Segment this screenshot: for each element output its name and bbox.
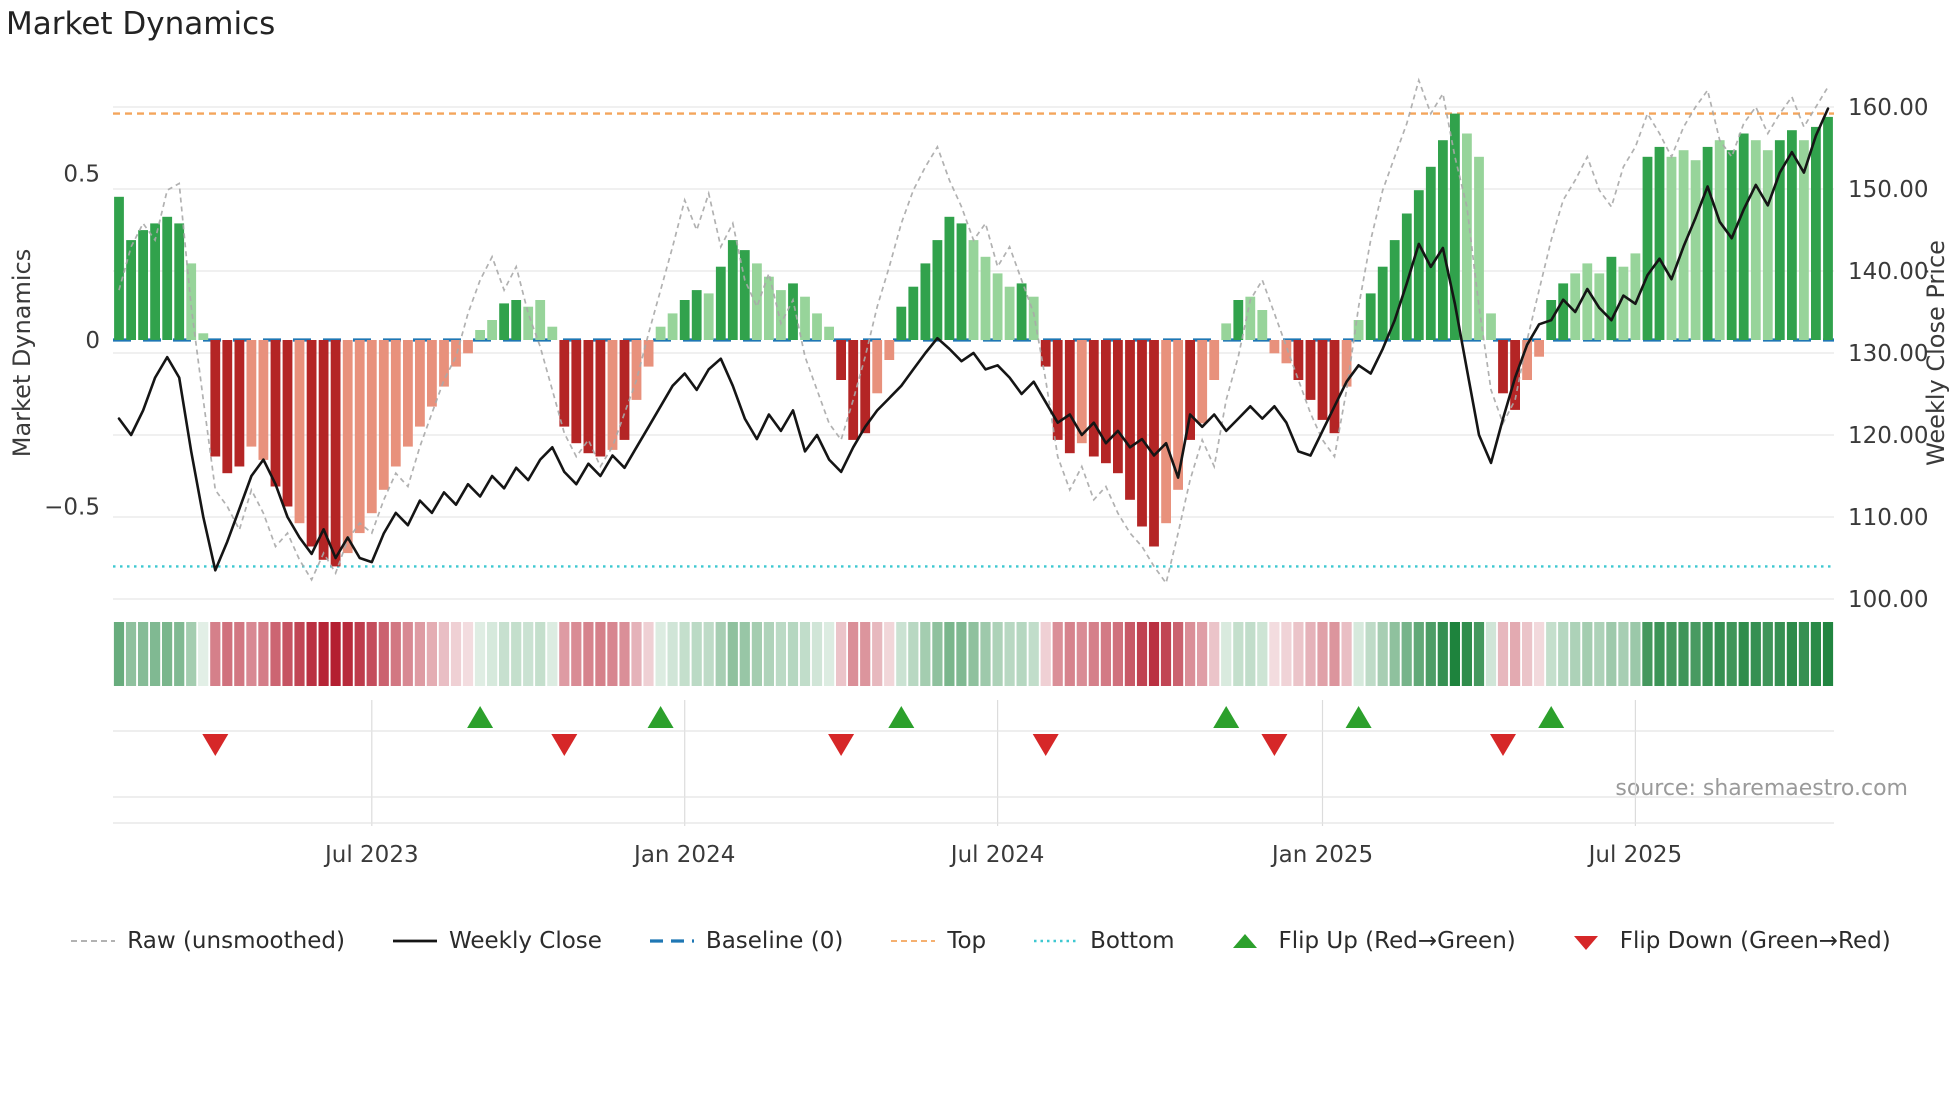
market-dynamics-chart: Market Dynamics Weekly Close Price sourc… xyxy=(8,77,1950,868)
legend-swatch-weekly-close xyxy=(392,939,437,943)
triangle-down-icon xyxy=(1573,936,1598,950)
legend-swatch-baseline xyxy=(649,939,694,943)
flip-up-icon xyxy=(888,706,915,728)
legend-label: Flip Down (Green→Red) xyxy=(1619,928,1891,954)
flip-down-icon xyxy=(828,734,855,756)
weekly-close-line xyxy=(117,107,1830,572)
svg-text:100.00: 100.00 xyxy=(1848,587,1928,613)
svg-text:160.00: 160.00 xyxy=(1848,95,1928,121)
raw-line xyxy=(118,77,1829,586)
svg-text:0: 0 xyxy=(85,328,100,354)
marker-gridlines xyxy=(113,700,1834,826)
flip-up-icon xyxy=(1345,706,1372,728)
flip-up-icon xyxy=(647,706,674,728)
flip-down-icon xyxy=(1261,734,1288,756)
legend-item-flip-down: Flip Down (Green→Red) xyxy=(1562,928,1891,954)
left-axis-label: Market Dynamics xyxy=(8,249,36,457)
flip-down-icon xyxy=(1490,734,1516,756)
flip-down-icon xyxy=(551,734,578,756)
legend-item-raw: Raw (unsmoothed) xyxy=(69,928,345,954)
legend-swatch-top xyxy=(891,940,936,942)
svg-text:150.00: 150.00 xyxy=(1848,177,1928,203)
svg-text:Jul 2024: Jul 2024 xyxy=(949,842,1045,868)
chart-title: Market Dynamics xyxy=(6,6,276,42)
svg-text:Jan 2025: Jan 2025 xyxy=(1270,842,1373,868)
legend-item-top: Top xyxy=(889,928,986,954)
flip-down-icon xyxy=(1032,734,1059,756)
legend-item-flip-up: Flip Up (Red→Green) xyxy=(1221,928,1516,954)
svg-text:Jul 2025: Jul 2025 xyxy=(1587,842,1683,868)
svg-text:140.00: 140.00 xyxy=(1848,259,1928,285)
legend-swatch-bottom xyxy=(1034,939,1079,943)
flip-up-icon xyxy=(467,706,494,728)
svg-text:120.00: 120.00 xyxy=(1848,423,1928,449)
legend-swatch-flip-down xyxy=(1573,936,1598,950)
left-tick-labels: 0.5 0 −0.5 xyxy=(44,162,100,521)
legend-swatch-flip-up xyxy=(1232,934,1257,948)
legend-item-weekly-close: Weekly Close xyxy=(391,928,602,954)
legend-label: Weekly Close xyxy=(448,928,602,954)
right-axis-label: Weekly Close Price xyxy=(1922,240,1950,466)
legend-item-bottom: Bottom xyxy=(1032,928,1175,954)
flip-up-icon xyxy=(1213,706,1240,728)
right-tick-labels: 160.00 150.00 140.00 130.00 120.00 110.00 100.… xyxy=(1848,95,1928,613)
svg-text:−0.5: −0.5 xyxy=(44,495,100,521)
svg-text:110.00: 110.00 xyxy=(1848,505,1928,531)
legend-swatch-raw xyxy=(71,940,116,942)
triangle-up-icon xyxy=(1232,934,1257,948)
oscillator-bars xyxy=(114,113,1833,567)
flip-up-markers xyxy=(467,706,1565,728)
legend-item-baseline: Baseline (0) xyxy=(648,928,843,954)
legend-label: Raw (unsmoothed) xyxy=(127,928,345,954)
legend-label: Baseline (0) xyxy=(705,928,844,954)
x-tick-labels: Jul 2023 Jan 2024 Jul 2024 Jan 2025 Jul 2025 xyxy=(323,842,1682,868)
flip-down-icon xyxy=(202,734,229,756)
svg-text:Jul 2023: Jul 2023 xyxy=(323,842,419,868)
legend-label: Top xyxy=(947,928,987,954)
svg-text:130.00: 130.00 xyxy=(1848,341,1928,367)
svg-text:0.5: 0.5 xyxy=(63,162,100,188)
legend-label: Flip Up (Red→Green) xyxy=(1278,928,1516,954)
flip-up-icon xyxy=(1538,706,1565,728)
heatmap-strip xyxy=(113,622,1834,686)
legend-label: Bottom xyxy=(1090,928,1175,954)
flip-down-markers xyxy=(202,734,1516,756)
legend: Raw (unsmoothed) Weekly Close Baseline (0)… xyxy=(0,928,1960,954)
svg-text:Jan 2024: Jan 2024 xyxy=(632,842,735,868)
